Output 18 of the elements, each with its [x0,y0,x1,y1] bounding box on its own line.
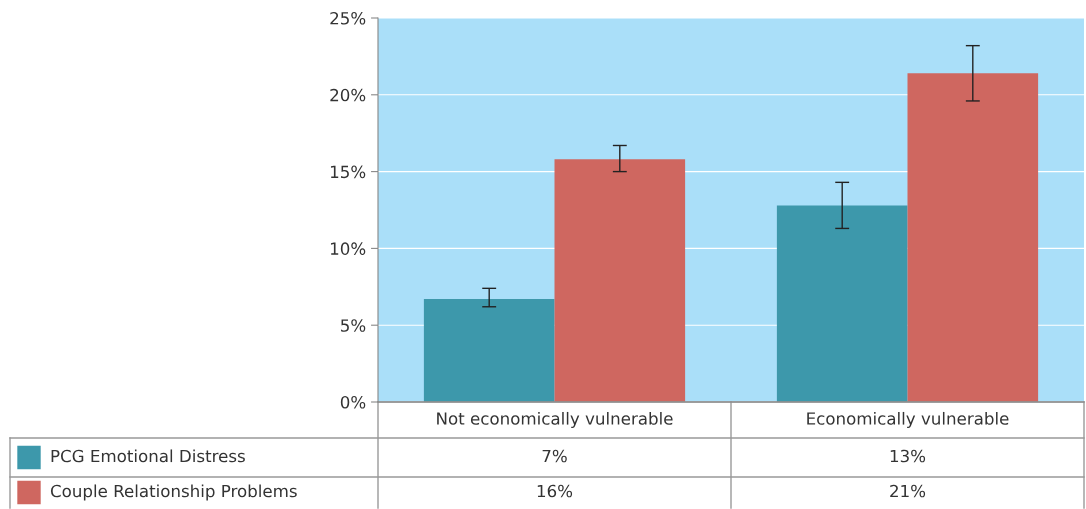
y-tick-label: 0% [340,395,366,409]
legend-label: Couple Relationship Problems [50,484,297,501]
y-tick-label: 10% [330,242,366,255]
x-tick-label: Economically vulnerable [807,411,1009,429]
data-label: 21% [890,484,926,498]
x-tick-label: Not economically vulnerable [437,411,673,429]
data-label: 7% [542,449,567,463]
y-tick-label: 25% [330,11,366,25]
data-label: 16% [537,484,573,498]
bar [907,73,1039,402]
y-tick-label: 5% [341,319,366,332]
data-label: 13% [890,449,926,463]
bar [776,205,908,402]
legend-label: PCG Emotional Distress [51,449,245,463]
y-tick-label: 15% [330,165,366,179]
bar [554,159,686,402]
y-tick-label: 20% [330,88,366,102]
bar [423,299,555,402]
